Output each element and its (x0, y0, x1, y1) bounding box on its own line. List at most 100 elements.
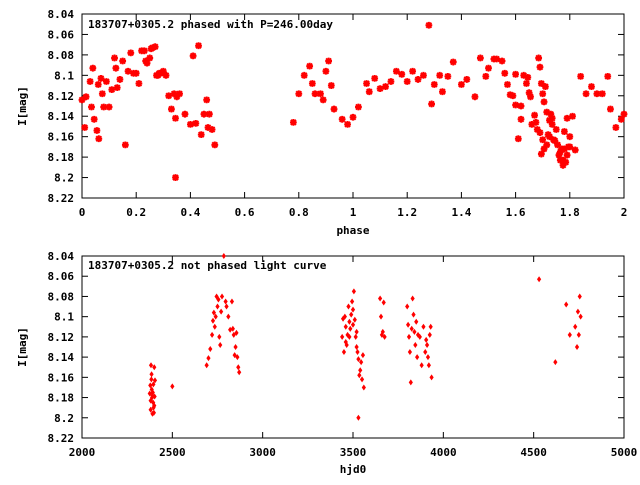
top-x-tick-label: 2 (621, 206, 628, 219)
data-point (206, 355, 211, 362)
data-point (548, 121, 556, 128)
data-point (94, 81, 102, 88)
data-point (501, 69, 509, 77)
bottom-x-tick-label: 5000 (611, 446, 638, 459)
data-point (554, 141, 562, 149)
data-point (150, 410, 155, 417)
top-x-tick-label: 0.6 (235, 206, 255, 219)
top-y-tick-label: 8.16 (48, 131, 75, 144)
data-point (376, 85, 384, 93)
data-point (203, 96, 211, 104)
data-point (604, 72, 612, 80)
data-point (381, 299, 386, 306)
data-point (172, 114, 179, 122)
data-point (361, 384, 366, 391)
data-point (100, 103, 108, 111)
bottom-y-axis-label: I[mag] (16, 327, 29, 367)
data-point (406, 333, 412, 340)
data-point (563, 114, 571, 122)
data-point (105, 103, 113, 111)
top-x-tick-label: 0.2 (126, 206, 146, 219)
data-point (86, 78, 94, 85)
data-point (151, 43, 159, 51)
data-point (430, 81, 438, 88)
data-point (536, 276, 542, 283)
data-point (124, 67, 132, 75)
bottom-y-tick-label: 8.18 (48, 392, 75, 405)
data-point (520, 71, 528, 79)
data-point (340, 333, 345, 340)
data-point (612, 124, 620, 131)
data-point (429, 374, 434, 381)
data-point (359, 359, 364, 366)
data-point (343, 338, 348, 345)
data-point (341, 349, 347, 356)
data-point (289, 118, 297, 126)
data-point (413, 341, 418, 348)
top-x-tick-label: 1 (350, 206, 357, 219)
data-point (349, 298, 355, 305)
data-point (208, 346, 213, 353)
data-point (325, 57, 333, 65)
bottom-x-tick-label: 2000 (69, 446, 96, 459)
data-point (209, 331, 215, 338)
data-point (93, 127, 101, 134)
data-point (509, 92, 517, 100)
data-point (295, 90, 303, 98)
data-point (556, 156, 564, 164)
data-point (165, 92, 173, 100)
data-point (219, 308, 224, 315)
data-point (414, 318, 419, 325)
data-point (81, 124, 89, 131)
data-point (132, 69, 140, 77)
data-point (350, 321, 356, 328)
bottom-x-tick-label: 3000 (249, 446, 276, 459)
bottom-x-axis-label: hjd0 (340, 463, 367, 476)
data-point (607, 105, 614, 113)
data-point (428, 100, 435, 108)
data-point (237, 369, 242, 376)
data-point (569, 112, 576, 120)
data-point (216, 296, 221, 303)
data-point (414, 76, 422, 83)
data-point (425, 21, 433, 29)
data-point (620, 110, 628, 118)
top-x-axis-label: phase (336, 224, 369, 237)
data-point (556, 148, 564, 156)
data-point (419, 362, 424, 369)
data-point (409, 325, 414, 332)
data-point (415, 331, 421, 338)
data-point (121, 141, 129, 149)
data-point (421, 323, 426, 330)
data-point (471, 93, 479, 101)
data-point (223, 298, 228, 305)
data-point (189, 52, 197, 60)
data-point (345, 331, 350, 338)
data-point (357, 372, 362, 379)
data-point (347, 333, 352, 340)
data-point (204, 124, 212, 131)
data-point (512, 101, 519, 109)
data-point (575, 308, 581, 315)
data-point (205, 110, 213, 118)
data-point (517, 115, 525, 123)
data-point (108, 86, 116, 94)
data-point (517, 102, 525, 110)
data-point (527, 93, 534, 101)
data-point (537, 150, 545, 158)
data-point (229, 298, 235, 305)
top-y-tick-label: 8.22 (48, 192, 75, 205)
top-x-tick-label: 0 (79, 206, 86, 219)
data-point (151, 381, 156, 388)
data-point (428, 323, 433, 330)
data-point (542, 83, 549, 90)
data-point (218, 341, 223, 348)
data-point (425, 354, 431, 361)
bottom-y-tick-label: 8.04 (48, 250, 75, 263)
data-point (476, 54, 484, 62)
top-plot-frame (81, 13, 625, 199)
data-point (398, 70, 406, 78)
data-point (410, 295, 415, 302)
data-point (319, 96, 327, 104)
